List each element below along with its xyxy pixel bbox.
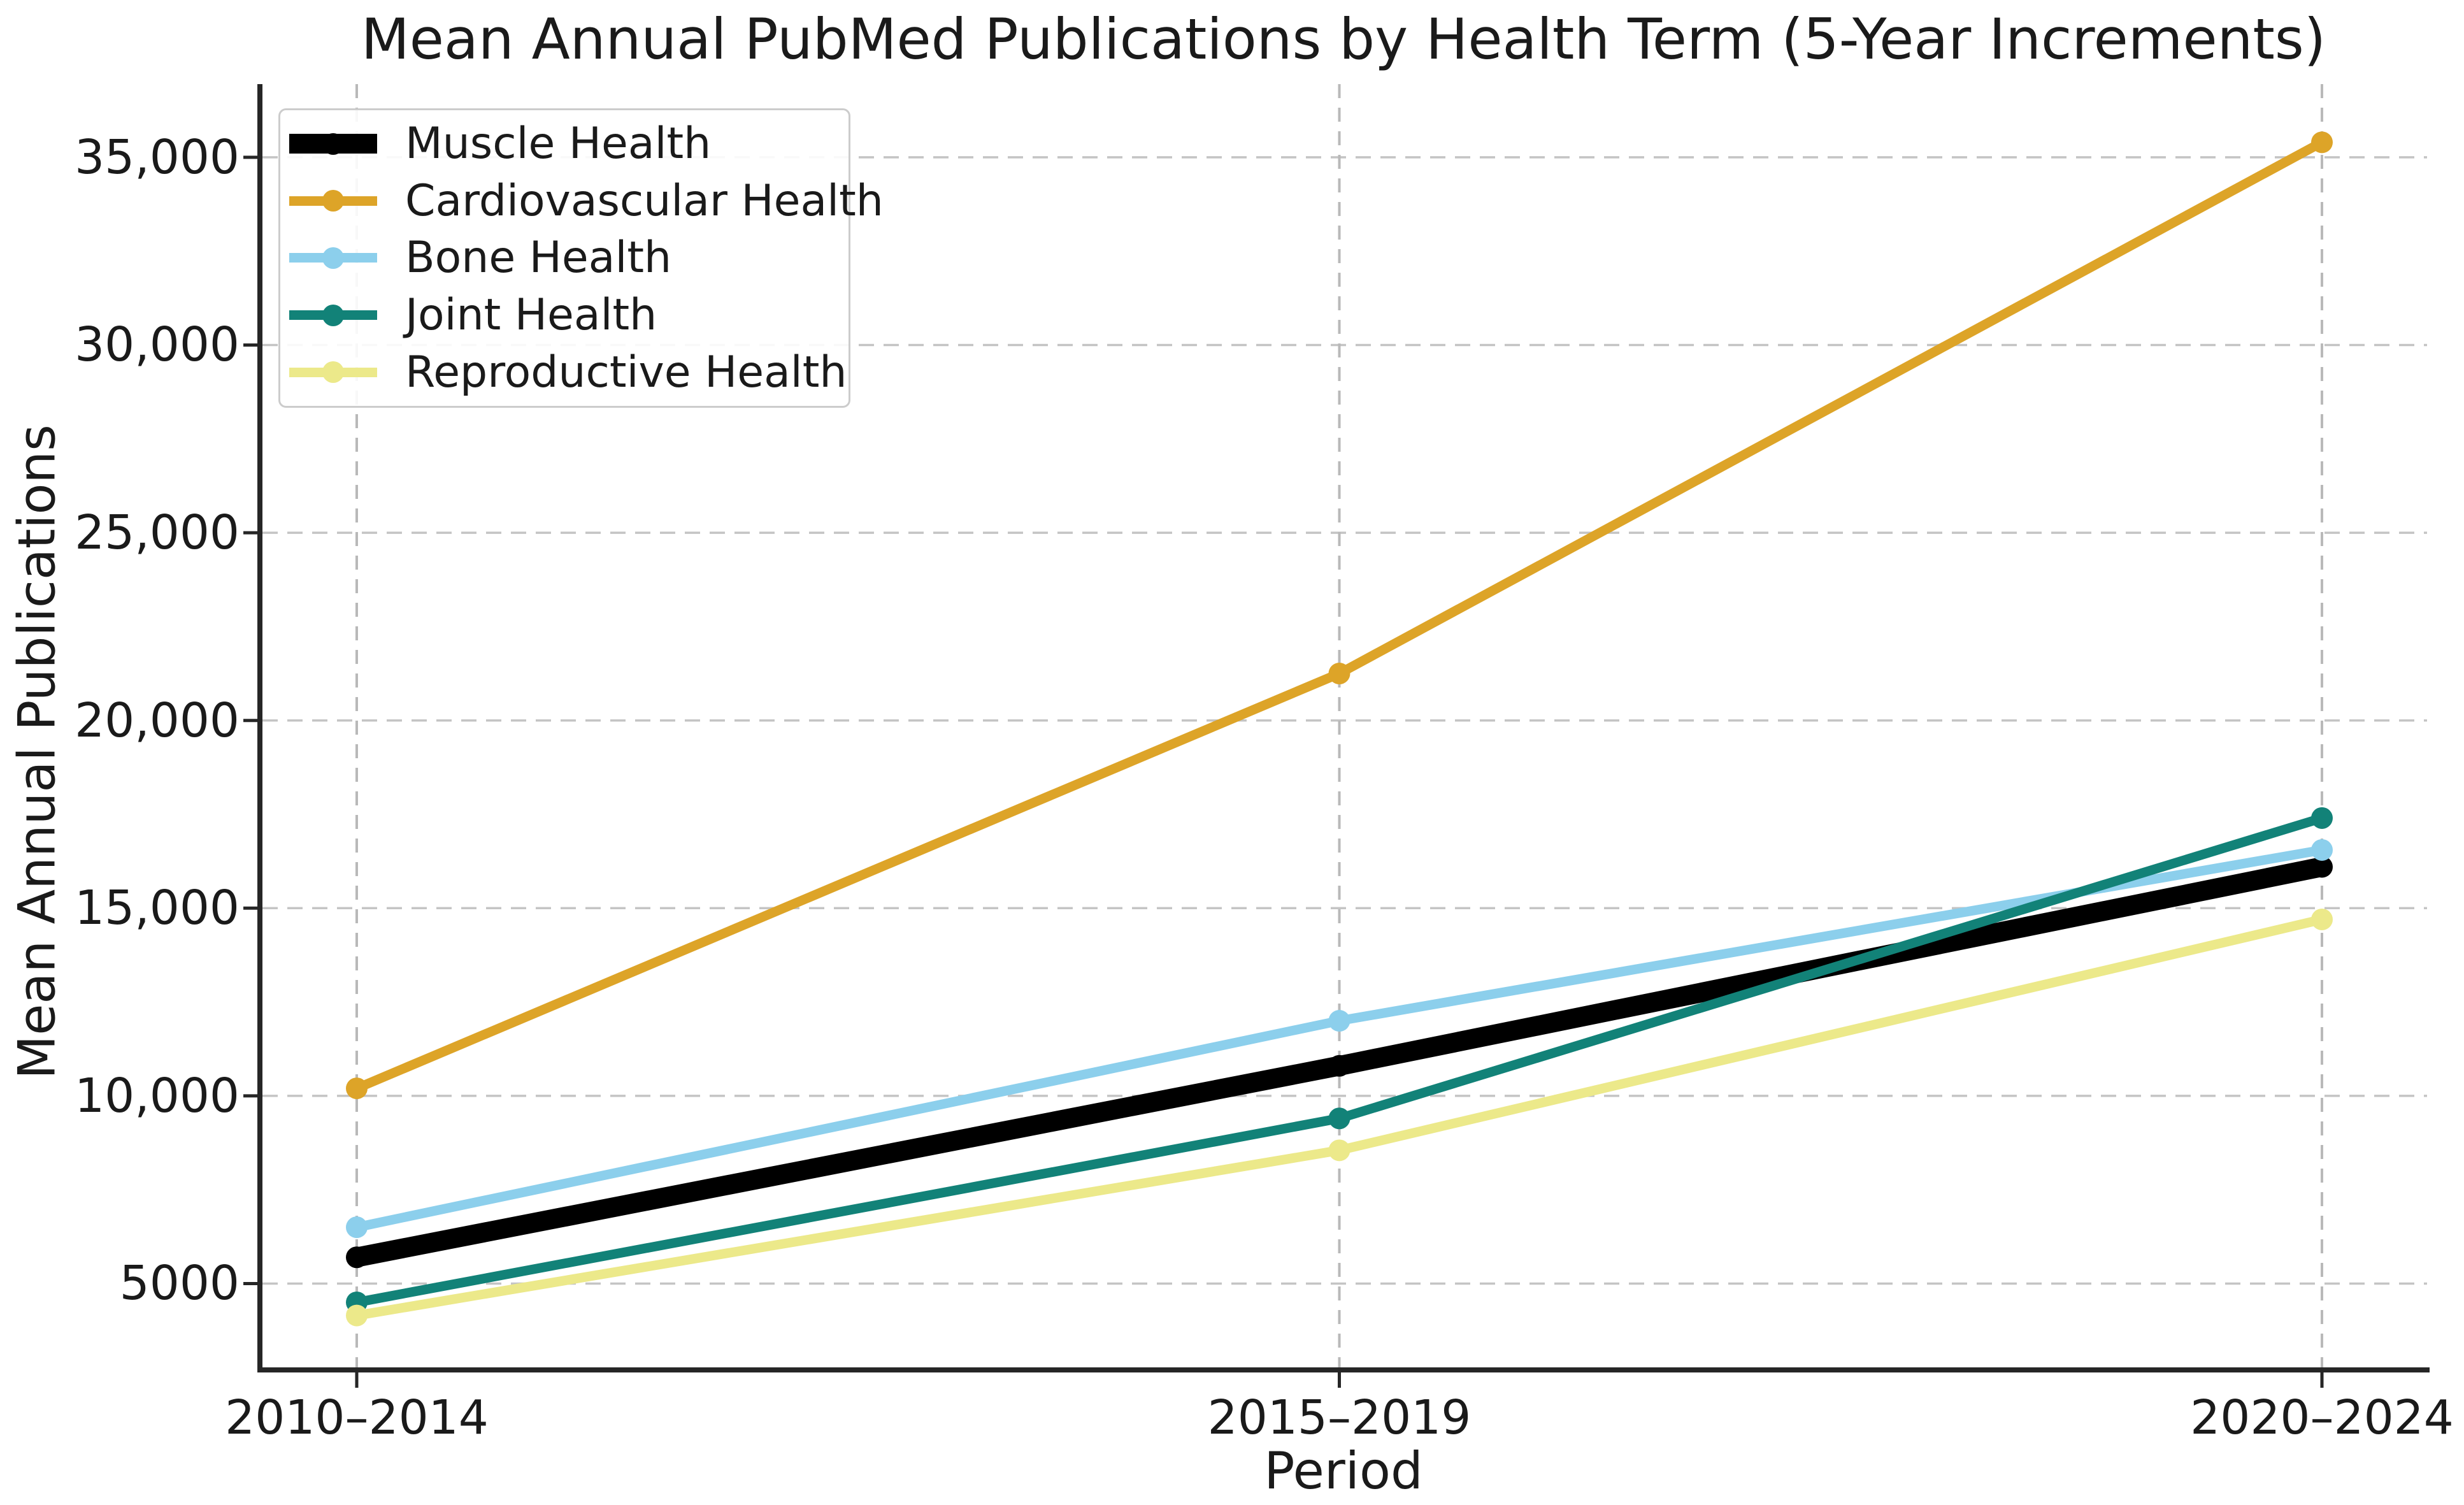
legend-row-cardiovascular-health: Cardiovascular Health [280, 173, 884, 230]
legend-line-sample [289, 131, 377, 157]
legend-line-sample [289, 359, 377, 385]
x-axis-label: Period [1264, 1441, 1423, 1501]
legend-item-label: Joint Health [405, 290, 657, 341]
axes-spines-and-ticks [243, 84, 2430, 1388]
legend-row-reproductive-health: Reproductive Health [280, 343, 849, 401]
ytick-label-5000: 5000 [119, 1256, 240, 1311]
data-series [346, 131, 2333, 1327]
legend-row-muscle-health: Muscle Health [280, 115, 849, 173]
marker-dot-icon [322, 247, 344, 269]
xtick-label-2015-2019: 2015–2019 [1207, 1390, 1472, 1445]
marker-dot-icon [322, 361, 344, 384]
xtick-label-2020-2024: 2020–2024 [2190, 1390, 2454, 1445]
marker-dot-icon [322, 190, 344, 212]
ytick-label-30000: 30,000 [75, 317, 240, 373]
xtick-label-2010-2014: 2010–2014 [225, 1390, 489, 1445]
legend-line-sample [289, 245, 377, 271]
marker-dot-icon [322, 133, 344, 155]
legend-line-sample [289, 303, 377, 328]
marker-dot-icon [322, 304, 344, 326]
legend-item-label: Reproductive Health [405, 347, 847, 398]
legend-item-label: Cardiovascular Health [405, 175, 884, 226]
ytick-label-35000: 35,000 [75, 129, 240, 185]
ytick-label-10000: 10,000 [75, 1068, 240, 1123]
legend: Muscle Health Cardiovascular Health Bone… [278, 108, 884, 408]
ytick-label-20000: 20,000 [75, 693, 240, 748]
legend-line-sample [289, 188, 377, 213]
legend-row-bone-health: Bone Health [280, 229, 849, 287]
legend-item-label: Bone Health [405, 233, 672, 284]
legend-row-joint-health: Joint Health [280, 287, 849, 344]
ytick-label-15000: 15,000 [75, 881, 240, 936]
chart-title: Mean Annual PubMed Publications by Healt… [361, 6, 2326, 72]
ytick-label-25000: 25,000 [75, 505, 240, 561]
legend-item-label: Muscle Health [405, 119, 712, 169]
